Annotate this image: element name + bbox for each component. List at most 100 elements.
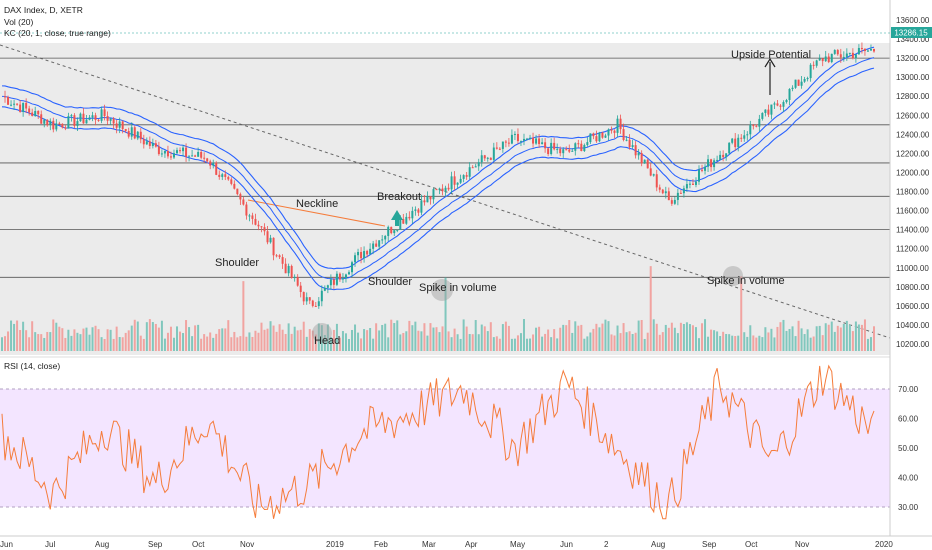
candle-body bbox=[821, 58, 824, 62]
volume-bar bbox=[402, 332, 405, 351]
volume-bar bbox=[465, 326, 468, 351]
upside-label: Upside Potential bbox=[731, 49, 811, 61]
candle-body bbox=[764, 109, 767, 113]
volume-bar bbox=[284, 333, 287, 351]
candle-body bbox=[73, 115, 76, 126]
volume-bar bbox=[429, 323, 432, 351]
candle-body bbox=[266, 231, 269, 243]
candle-body bbox=[468, 167, 471, 177]
volume-bar bbox=[851, 331, 854, 351]
candle-body bbox=[378, 240, 381, 247]
candle-body bbox=[64, 127, 67, 129]
volume-bar bbox=[411, 325, 414, 351]
time-tick-label: Jul bbox=[45, 540, 55, 549]
candle-body bbox=[559, 148, 562, 154]
volume-bar bbox=[10, 320, 13, 351]
candle-body bbox=[833, 50, 836, 54]
candle-body bbox=[396, 229, 399, 231]
volume-bar bbox=[553, 329, 556, 351]
candle-body bbox=[58, 123, 61, 125]
volume-bar bbox=[296, 330, 299, 351]
rsi-tick-label: 60.00 bbox=[898, 415, 919, 424]
volume-bar bbox=[622, 323, 625, 351]
candle-body bbox=[522, 138, 525, 141]
volume-bar bbox=[341, 331, 344, 351]
candle-body bbox=[863, 48, 866, 52]
volume-bar bbox=[115, 326, 118, 351]
volume-bar bbox=[417, 330, 420, 351]
candle-body bbox=[52, 120, 55, 130]
volume-bar bbox=[302, 321, 305, 351]
candle-body bbox=[341, 278, 344, 280]
volume-bar bbox=[7, 331, 10, 351]
candle-body bbox=[43, 119, 46, 124]
candle-body bbox=[824, 56, 827, 62]
candle-body bbox=[103, 109, 106, 117]
candle-body bbox=[664, 191, 667, 194]
candle-body bbox=[797, 79, 800, 86]
candle-body bbox=[737, 137, 740, 148]
volume-bar bbox=[347, 338, 350, 351]
volume-bar bbox=[387, 337, 390, 351]
volume-bar bbox=[450, 337, 453, 351]
volume-bar bbox=[785, 330, 788, 351]
candle-body bbox=[568, 149, 571, 152]
candle-body bbox=[728, 142, 731, 154]
candle-body bbox=[305, 297, 308, 302]
candle-body bbox=[535, 138, 538, 144]
volume-bar bbox=[673, 327, 676, 351]
candle-body bbox=[203, 157, 206, 159]
candle-body bbox=[510, 134, 513, 144]
spike-label-2: Spike in volume bbox=[707, 275, 785, 287]
candle-body bbox=[272, 237, 275, 256]
candle-body bbox=[541, 142, 544, 145]
volume-bar bbox=[598, 327, 601, 351]
volume-bar bbox=[329, 336, 332, 351]
candle-body bbox=[637, 153, 640, 156]
candle-body bbox=[459, 178, 462, 183]
volume-bar bbox=[477, 334, 480, 351]
volume-bar bbox=[378, 330, 381, 351]
volume-bar bbox=[815, 326, 818, 351]
candle-body bbox=[676, 192, 679, 200]
candle-body bbox=[516, 133, 519, 142]
price-tick-label: 13000.00 bbox=[896, 73, 930, 82]
volume-bar bbox=[740, 276, 743, 351]
volume-bar bbox=[366, 330, 369, 351]
volume-bar bbox=[299, 329, 302, 351]
candle-body bbox=[182, 147, 185, 152]
volume-bar bbox=[788, 328, 791, 351]
candle-body bbox=[215, 162, 218, 175]
volume-bar bbox=[151, 322, 154, 351]
candle-body bbox=[634, 145, 637, 156]
volume-bar bbox=[426, 335, 429, 351]
candle-body bbox=[311, 300, 314, 306]
head-marker bbox=[312, 323, 332, 343]
candle-body bbox=[299, 285, 302, 293]
volume-bar bbox=[139, 335, 142, 351]
price-axis-bg bbox=[890, 0, 932, 550]
candle-body bbox=[4, 96, 7, 98]
candle-body bbox=[332, 279, 335, 285]
candle-body bbox=[254, 218, 257, 225]
price-tick-label: 11000.00 bbox=[896, 264, 929, 273]
candle-body bbox=[791, 87, 794, 90]
volume-bar bbox=[749, 325, 752, 351]
volume-bar bbox=[507, 325, 510, 351]
volume-bar bbox=[46, 331, 49, 351]
price-tick-label: 12200.00 bbox=[896, 149, 930, 158]
volume-bar bbox=[13, 323, 16, 351]
candle-body bbox=[221, 174, 224, 177]
candle-body bbox=[269, 237, 272, 243]
candle-body bbox=[673, 199, 676, 204]
candle-body bbox=[423, 200, 426, 203]
candle-body bbox=[716, 159, 719, 161]
candle-body bbox=[242, 199, 245, 205]
volume-bars bbox=[1, 266, 875, 351]
volume-bar bbox=[513, 338, 516, 351]
candle-body bbox=[869, 48, 872, 51]
volume-bar bbox=[562, 324, 565, 351]
volume-bar bbox=[266, 328, 269, 351]
candle-body bbox=[97, 119, 100, 121]
volume-bar bbox=[239, 336, 242, 351]
